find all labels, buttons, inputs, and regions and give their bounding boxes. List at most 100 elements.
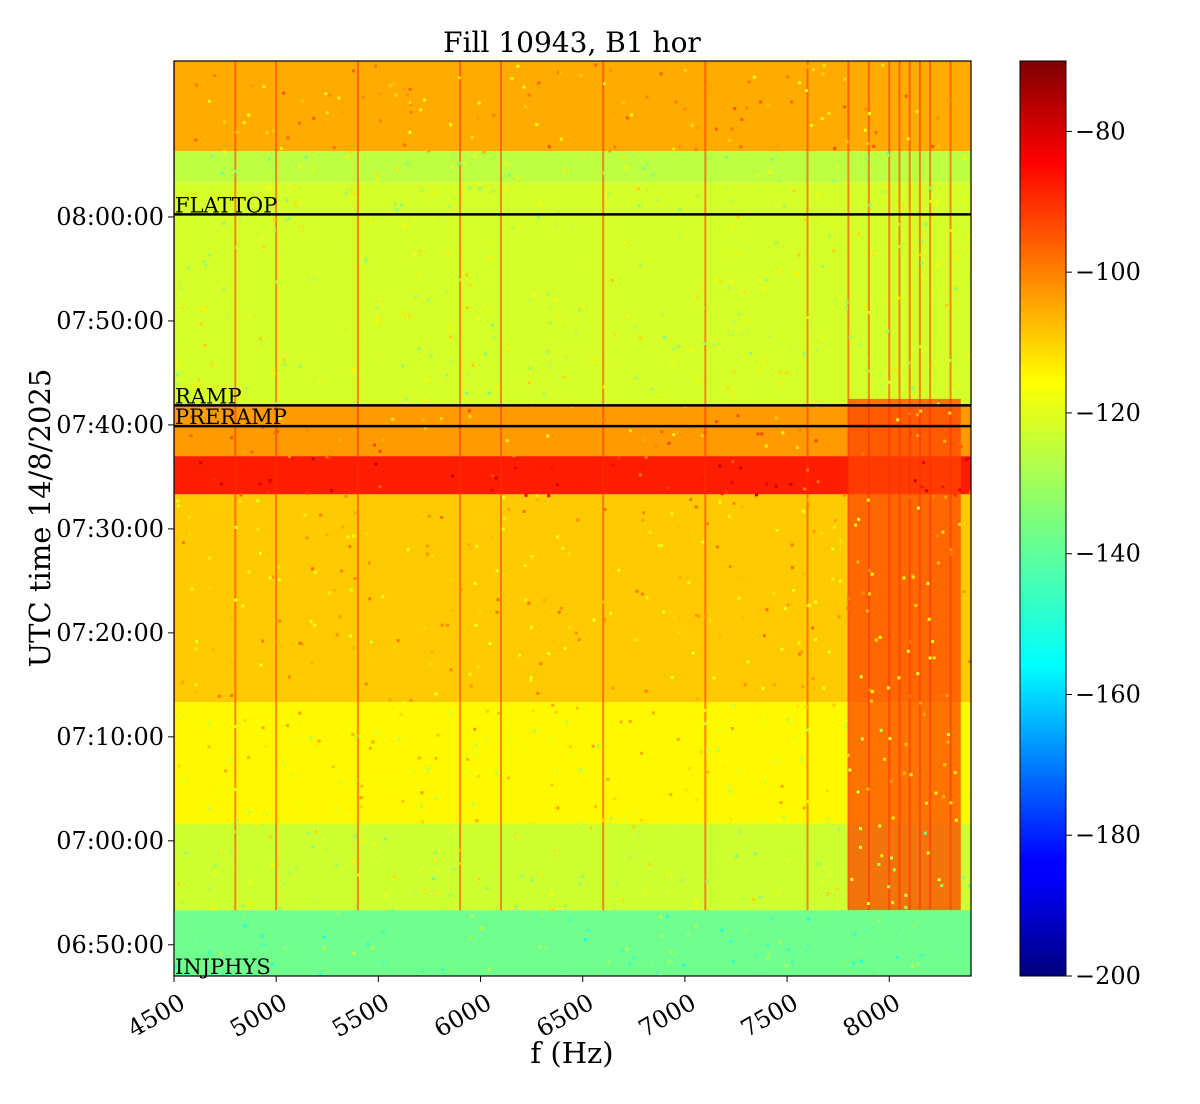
x-axis-title: f (Hz) bbox=[530, 1036, 613, 1070]
heatmap-speckle bbox=[569, 742, 573, 746]
heatmap-speckle bbox=[401, 364, 405, 368]
heatmap-speckle bbox=[753, 852, 757, 856]
heatmap-speckle bbox=[393, 875, 397, 879]
heatmap-speckle bbox=[634, 638, 638, 642]
heatmap-speckle bbox=[334, 863, 338, 867]
heatmap-speckle bbox=[529, 676, 533, 680]
heatmap-speckle bbox=[282, 91, 286, 95]
heatmap-speckle bbox=[650, 387, 654, 391]
heatmap-speckle bbox=[795, 566, 799, 570]
y-tick-label: 07:40:00 bbox=[56, 411, 164, 439]
heatmap-speckle bbox=[916, 506, 920, 510]
heatmap-speckle bbox=[902, 206, 906, 210]
heatmap-speckle bbox=[353, 577, 357, 581]
heatmap-speckle bbox=[702, 708, 706, 712]
heatmap-speckle bbox=[760, 818, 764, 822]
heatmap-speckle bbox=[751, 898, 755, 902]
heatmap-speckle bbox=[771, 917, 775, 921]
heatmap-speckle bbox=[708, 619, 712, 623]
heatmap-speckle bbox=[831, 577, 835, 581]
heatmap-speckle bbox=[628, 429, 632, 433]
heatmap-speckle bbox=[870, 572, 874, 576]
heatmap-speckle bbox=[602, 82, 606, 86]
heatmap-speckle bbox=[617, 568, 621, 572]
heatmap-speckle bbox=[248, 902, 252, 906]
heatmap-speckle bbox=[278, 416, 282, 420]
heatmap-speckle bbox=[207, 722, 211, 726]
heatmap-speckle bbox=[255, 720, 259, 724]
heatmap-speckle bbox=[367, 561, 371, 565]
heatmap-speckle bbox=[339, 781, 343, 785]
heatmap-speckle bbox=[351, 367, 355, 371]
heatmap-speckle bbox=[270, 112, 274, 116]
heatmap-speckle bbox=[393, 202, 397, 206]
heatmap-speckle bbox=[827, 234, 831, 238]
heatmap-speckle bbox=[472, 804, 476, 808]
heatmap-speckle bbox=[699, 750, 703, 754]
heatmap-speckle bbox=[690, 123, 694, 127]
heatmap-speckle bbox=[548, 859, 552, 863]
heatmap-speckle bbox=[672, 147, 676, 151]
heatmap-speckle bbox=[936, 144, 940, 148]
heatmap-speckle bbox=[681, 552, 685, 556]
heatmap-speckle bbox=[866, 901, 870, 905]
heatmap-speckle bbox=[494, 476, 498, 480]
heatmap-speckle bbox=[744, 928, 748, 932]
heatmap-speckle bbox=[547, 494, 551, 498]
heatmap-speckle bbox=[467, 543, 471, 547]
heatmap-speckle bbox=[662, 336, 666, 340]
heatmap-speckle bbox=[798, 428, 802, 432]
heatmap-speckle bbox=[792, 189, 796, 193]
heatmap-speckle bbox=[750, 938, 754, 942]
heatmap-speckle bbox=[473, 751, 477, 755]
heatmap-speckle bbox=[559, 137, 563, 141]
heatmap-speckle bbox=[694, 613, 698, 617]
heatmap-speckle bbox=[935, 534, 939, 538]
heatmap-speckle bbox=[640, 818, 644, 822]
heatmap-speckle bbox=[919, 409, 923, 413]
heatmap-speckle bbox=[332, 146, 336, 150]
heatmap-speckle bbox=[442, 736, 446, 740]
heatmap-speckle bbox=[355, 734, 359, 738]
heatmap-speckle bbox=[793, 560, 797, 564]
heatmap-speckle bbox=[180, 306, 184, 310]
heatmap-speckle bbox=[911, 965, 915, 969]
heatmap-speckle bbox=[280, 644, 284, 648]
heatmap-speckle bbox=[297, 121, 301, 125]
heatmap-speckle bbox=[339, 242, 343, 246]
heatmap-speckle bbox=[506, 776, 510, 780]
heatmap-speckle bbox=[729, 74, 733, 78]
heatmap-speckle bbox=[384, 893, 388, 897]
heatmap-speckle bbox=[792, 588, 796, 592]
heatmap-speckle bbox=[533, 293, 537, 297]
heatmap-speckle bbox=[920, 485, 924, 489]
heatmap-speckle bbox=[695, 126, 699, 130]
heatmap-speckle bbox=[678, 576, 682, 580]
heatmap-speckle bbox=[859, 959, 863, 963]
heatmap-speckle bbox=[877, 969, 881, 973]
heatmap-speckle bbox=[476, 181, 480, 185]
heatmap-speckle bbox=[931, 293, 935, 297]
heatmap-speckle bbox=[640, 592, 644, 596]
heatmap-speckle bbox=[529, 821, 533, 825]
heatmap-speckle bbox=[643, 891, 647, 895]
heatmap-speckle bbox=[622, 815, 626, 819]
colorbar-tick-label: −160 bbox=[1075, 680, 1141, 708]
heatmap-speckle bbox=[260, 342, 264, 346]
heatmap-speckle bbox=[187, 390, 191, 394]
heatmap-speckle bbox=[450, 608, 454, 612]
heatmap-speckle bbox=[969, 490, 971, 494]
heatmap-speckle bbox=[372, 482, 376, 486]
heatmap-speckle bbox=[259, 663, 263, 667]
heatmap-speckle bbox=[732, 319, 736, 323]
heatmap-speckle bbox=[803, 854, 807, 858]
heatmap-speckle bbox=[312, 116, 316, 120]
heatmap-speckle bbox=[861, 591, 865, 595]
heatmap-speckle bbox=[797, 641, 801, 645]
heatmap-speckle bbox=[592, 766, 596, 770]
heatmap-speckle bbox=[201, 824, 205, 828]
heatmap-speckle bbox=[578, 882, 582, 886]
heatmap-speckle bbox=[341, 525, 345, 529]
heatmap-speckle bbox=[762, 286, 766, 290]
heatmap-speckle bbox=[761, 686, 765, 690]
